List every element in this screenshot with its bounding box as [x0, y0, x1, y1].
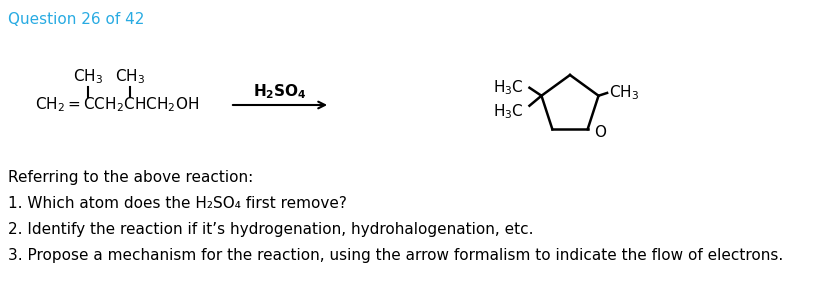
Text: $\mathsf{H_3C}$: $\mathsf{H_3C}$	[493, 78, 524, 97]
Text: $\mathbf{H_2SO_4}$: $\mathbf{H_2SO_4}$	[253, 83, 307, 101]
Text: $\mathsf{CH_3}$: $\mathsf{CH_3}$	[73, 68, 103, 86]
Text: O: O	[594, 125, 606, 140]
Text: 2. Identify the reaction if it’s hydrogenation, hydrohalogenation, etc.: 2. Identify the reaction if it’s hydroge…	[8, 222, 533, 237]
Text: $\mathsf{CH_3}$: $\mathsf{CH_3}$	[609, 83, 639, 102]
Text: $\mathsf{H_3C}$: $\mathsf{H_3C}$	[493, 102, 524, 121]
Text: 1. Which atom does the H₂SO₄ first remove?: 1. Which atom does the H₂SO₄ first remov…	[8, 196, 347, 211]
Text: 3. Propose a mechanism for the reaction, using the arrow formalism to indicate t: 3. Propose a mechanism for the reaction,…	[8, 248, 783, 263]
Text: $\mathsf{CH_2{=}CCH_2CHCH_2OH}$: $\mathsf{CH_2{=}CCH_2CHCH_2OH}$	[35, 96, 199, 114]
Text: Question 26 of 42: Question 26 of 42	[8, 12, 144, 27]
Text: $\mathsf{CH_3}$: $\mathsf{CH_3}$	[115, 68, 145, 86]
Text: Referring to the above reaction:: Referring to the above reaction:	[8, 170, 253, 185]
